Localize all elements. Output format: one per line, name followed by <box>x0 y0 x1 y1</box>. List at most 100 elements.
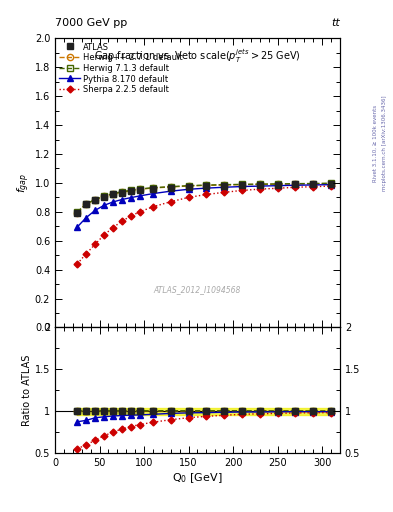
Pythia 8.170 default <box>240 183 244 189</box>
Pythia 8.170 default <box>186 186 191 193</box>
Herwig++ 2.7.1 default <box>186 183 191 189</box>
Herwig 7.1.3 default <box>311 180 316 186</box>
Herwig++ 2.7.1 default <box>329 180 333 186</box>
Text: ATLAS_2012_I1094568: ATLAS_2012_I1094568 <box>154 285 241 294</box>
Sherpa 2.2.5 default <box>75 261 80 267</box>
ATLAS <box>84 201 88 207</box>
Text: Rivet 3.1.10, ≥ 100k events: Rivet 3.1.10, ≥ 100k events <box>373 105 378 182</box>
Pythia 8.170 default <box>151 190 155 197</box>
ATLAS <box>240 182 244 188</box>
Herwig++ 2.7.1 default <box>75 209 80 216</box>
Herwig++ 2.7.1 default <box>102 193 107 199</box>
Pythia 8.170 default <box>93 207 97 214</box>
Herwig++ 2.7.1 default <box>222 182 226 188</box>
Herwig 7.1.3 default <box>257 181 262 187</box>
Herwig++ 2.7.1 default <box>169 184 173 190</box>
Herwig 7.1.3 default <box>151 185 155 191</box>
Herwig 7.1.3 default <box>119 188 124 195</box>
Sherpa 2.2.5 default <box>204 191 209 198</box>
Sherpa 2.2.5 default <box>222 189 226 196</box>
Text: mcplots.cern.ch [arXiv:1306.3436]: mcplots.cern.ch [arXiv:1306.3436] <box>382 96 387 191</box>
Line: Pythia 8.170 default: Pythia 8.170 default <box>74 182 334 230</box>
Herwig 7.1.3 default <box>110 190 115 197</box>
Line: Sherpa 2.2.5 default: Sherpa 2.2.5 default <box>75 184 334 266</box>
Herwig++ 2.7.1 default <box>204 182 209 188</box>
Sherpa 2.2.5 default <box>275 185 280 191</box>
Sherpa 2.2.5 default <box>293 184 298 190</box>
Pythia 8.170 default <box>84 215 88 221</box>
Line: Herwig 7.1.3 default: Herwig 7.1.3 default <box>74 180 334 215</box>
Herwig++ 2.7.1 default <box>151 185 155 191</box>
Legend: ATLAS, Herwig++ 2.7.1 default, Herwig 7.1.3 default, Pythia 8.170 default, Sherp: ATLAS, Herwig++ 2.7.1 default, Herwig 7.… <box>57 41 185 96</box>
Herwig++ 2.7.1 default <box>275 181 280 187</box>
ATLAS <box>119 189 124 196</box>
Herwig++ 2.7.1 default <box>93 197 97 203</box>
Herwig 7.1.3 default <box>275 181 280 187</box>
Herwig++ 2.7.1 default <box>84 201 88 207</box>
Pythia 8.170 default <box>102 202 107 208</box>
Sherpa 2.2.5 default <box>129 213 133 219</box>
ATLAS <box>275 182 280 188</box>
ATLAS <box>93 197 97 203</box>
Pythia 8.170 default <box>110 199 115 205</box>
Sherpa 2.2.5 default <box>84 251 88 257</box>
Herwig 7.1.3 default <box>222 182 226 188</box>
Herwig 7.1.3 default <box>293 181 298 187</box>
Sherpa 2.2.5 default <box>240 187 244 194</box>
Herwig 7.1.3 default <box>240 181 244 187</box>
Sherpa 2.2.5 default <box>151 204 155 210</box>
Herwig++ 2.7.1 default <box>257 181 262 187</box>
Text: tt: tt <box>331 18 340 28</box>
Pythia 8.170 default <box>311 182 316 188</box>
Text: Gap fraction vs  Veto scale($p_T^{jets}>$25 GeV): Gap fraction vs Veto scale($p_T^{jets}>$… <box>94 47 301 65</box>
Herwig++ 2.7.1 default <box>240 182 244 188</box>
Herwig++ 2.7.1 default <box>119 189 124 195</box>
Herwig 7.1.3 default <box>186 183 191 189</box>
Sherpa 2.2.5 default <box>329 183 333 189</box>
Pythia 8.170 default <box>293 182 298 188</box>
ATLAS <box>293 181 298 187</box>
ATLAS <box>75 209 80 216</box>
Herwig 7.1.3 default <box>169 184 173 190</box>
Pythia 8.170 default <box>169 188 173 194</box>
Y-axis label: Ratio to ATLAS: Ratio to ATLAS <box>22 355 32 426</box>
Herwig++ 2.7.1 default <box>137 186 142 193</box>
ATLAS <box>129 188 133 195</box>
Herwig 7.1.3 default <box>204 182 209 188</box>
Herwig++ 2.7.1 default <box>110 191 115 197</box>
ATLAS <box>329 181 333 187</box>
Pythia 8.170 default <box>137 193 142 199</box>
Herwig 7.1.3 default <box>84 201 88 207</box>
Pythia 8.170 default <box>75 224 80 230</box>
Herwig 7.1.3 default <box>137 186 142 192</box>
Herwig++ 2.7.1 default <box>129 188 133 194</box>
Herwig 7.1.3 default <box>75 209 80 215</box>
Pythia 8.170 default <box>329 182 333 188</box>
Sherpa 2.2.5 default <box>169 199 173 205</box>
Sherpa 2.2.5 default <box>137 209 142 215</box>
Pythia 8.170 default <box>129 195 133 201</box>
Text: 7000 GeV pp: 7000 GeV pp <box>55 18 127 28</box>
ATLAS <box>151 185 155 191</box>
Y-axis label: $f_{gap}$: $f_{gap}$ <box>16 173 32 193</box>
ATLAS <box>102 194 107 200</box>
Sherpa 2.2.5 default <box>186 194 191 200</box>
Herwig 7.1.3 default <box>329 180 333 186</box>
Pythia 8.170 default <box>204 185 209 191</box>
Pythia 8.170 default <box>119 197 124 203</box>
Sherpa 2.2.5 default <box>93 241 97 247</box>
Sherpa 2.2.5 default <box>311 184 316 190</box>
ATLAS <box>311 181 316 187</box>
Sherpa 2.2.5 default <box>102 232 107 238</box>
Sherpa 2.2.5 default <box>110 225 115 231</box>
Sherpa 2.2.5 default <box>119 218 124 224</box>
Herwig++ 2.7.1 default <box>311 181 316 187</box>
Line: ATLAS: ATLAS <box>74 181 334 216</box>
ATLAS <box>222 182 226 188</box>
Herwig 7.1.3 default <box>102 193 107 199</box>
Herwig 7.1.3 default <box>93 197 97 203</box>
Herwig 7.1.3 default <box>129 187 133 194</box>
Pythia 8.170 default <box>222 184 226 190</box>
X-axis label: Q$_0$ [GeV]: Q$_0$ [GeV] <box>172 471 223 484</box>
Herwig++ 2.7.1 default <box>293 181 298 187</box>
